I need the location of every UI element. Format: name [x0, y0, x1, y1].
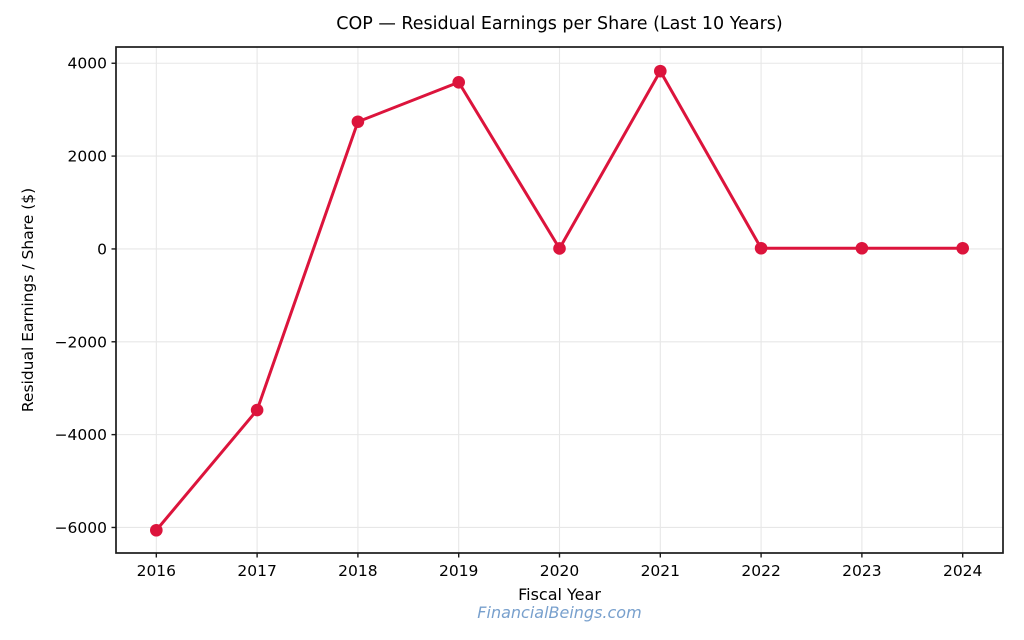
data-point-marker	[855, 241, 869, 255]
x-tick-label: 2016	[137, 562, 176, 580]
y-tick-label: −2000	[55, 333, 107, 351]
data-point-marker	[553, 242, 566, 255]
data-point-marker	[653, 64, 667, 78]
data-point-marker	[351, 115, 365, 129]
x-tick-label: 2022	[741, 562, 780, 580]
chart-title: COP — Residual Earnings per Share (Last …	[336, 14, 783, 34]
y-tick-label: −6000	[55, 519, 107, 537]
data-point-marker	[150, 523, 163, 537]
x-tick-label: 2020	[540, 562, 579, 580]
data-point-marker	[250, 403, 264, 417]
x-tick-label: 2024	[943, 562, 982, 580]
x-tick-label: 2019	[439, 562, 478, 580]
x-tick-label: 2023	[842, 562, 881, 580]
y-tick-label: 2000	[68, 148, 107, 166]
x-axis-label: Fiscal Year	[518, 585, 601, 604]
x-tick-label: 2021	[641, 562, 680, 580]
y-tick-label: 4000	[68, 55, 107, 73]
x-tick-label: 2018	[338, 562, 377, 580]
data-point-marker	[452, 75, 466, 89]
x-tick-label: 2017	[237, 562, 276, 580]
watermark-link: FinancialBeings.com	[477, 603, 642, 622]
data-point-marker	[956, 241, 969, 255]
y-tick-label: 0	[97, 240, 107, 258]
y-tick-label: −4000	[55, 426, 107, 444]
data-point-marker	[754, 241, 768, 255]
